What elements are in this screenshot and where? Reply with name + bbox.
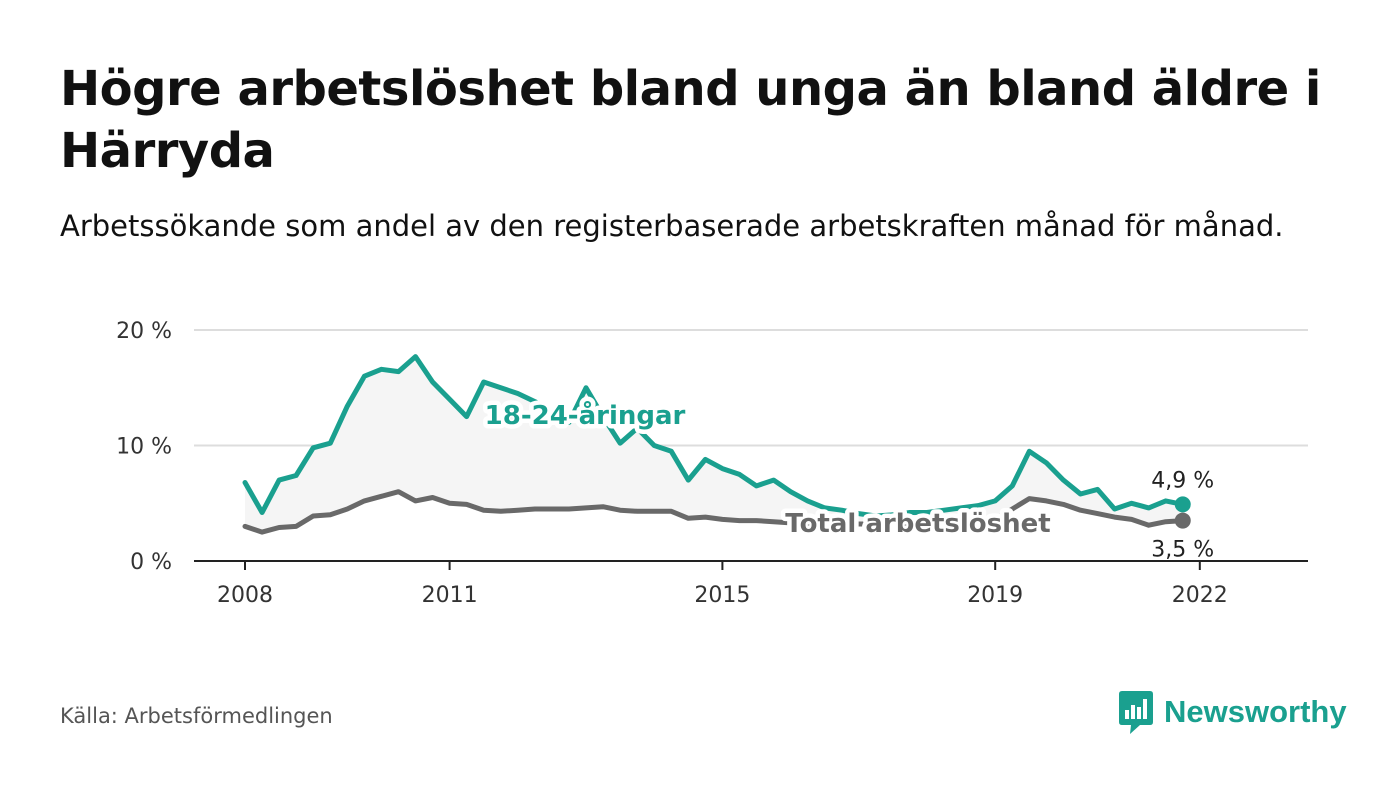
x-tick-label: 2022 bbox=[1172, 583, 1228, 608]
y-tick-label: 0 % bbox=[130, 550, 172, 575]
chart-title: Högre arbetslöshet bland unga än bland ä… bbox=[60, 61, 1321, 179]
end-dot-18-24 bbox=[1174, 496, 1191, 513]
newsworthy-logo-icon bbox=[1119, 691, 1153, 734]
series-label-18-24-halo: 18-24-åringar bbox=[485, 399, 686, 431]
x-tick-label: 2019 bbox=[967, 583, 1023, 608]
y-tick-label: 20 % bbox=[116, 319, 172, 344]
end-dot-total bbox=[1174, 512, 1191, 529]
chart-subtitle: Arbetssökande som andel av den registerb… bbox=[60, 209, 1284, 243]
series-line-total bbox=[242, 489, 1186, 535]
gap-area bbox=[245, 356, 1183, 533]
x-tick-label: 2008 bbox=[217, 583, 273, 608]
brand-logo: Newsworthy bbox=[1118, 688, 1347, 736]
series-label-total: Total arbetslöshet bbox=[785, 509, 1050, 539]
brand-name: Newsworthy bbox=[1164, 694, 1347, 729]
x-tick-label: 2015 bbox=[694, 583, 750, 608]
x-tick-label: 2011 bbox=[422, 583, 478, 608]
end-label-total: 3,5 % bbox=[1151, 538, 1214, 563]
y-tick-label: 10 % bbox=[116, 435, 172, 460]
source-note: Källa: Arbetsförmedlingen bbox=[60, 704, 333, 728]
series-label-18-24: 18-24-åringar bbox=[485, 399, 686, 431]
series-label-total-halo: Total arbetslöshet bbox=[785, 509, 1050, 539]
end-label-18-24: 4,9 % bbox=[1151, 468, 1214, 493]
series-line-18-24 bbox=[242, 354, 1186, 519]
